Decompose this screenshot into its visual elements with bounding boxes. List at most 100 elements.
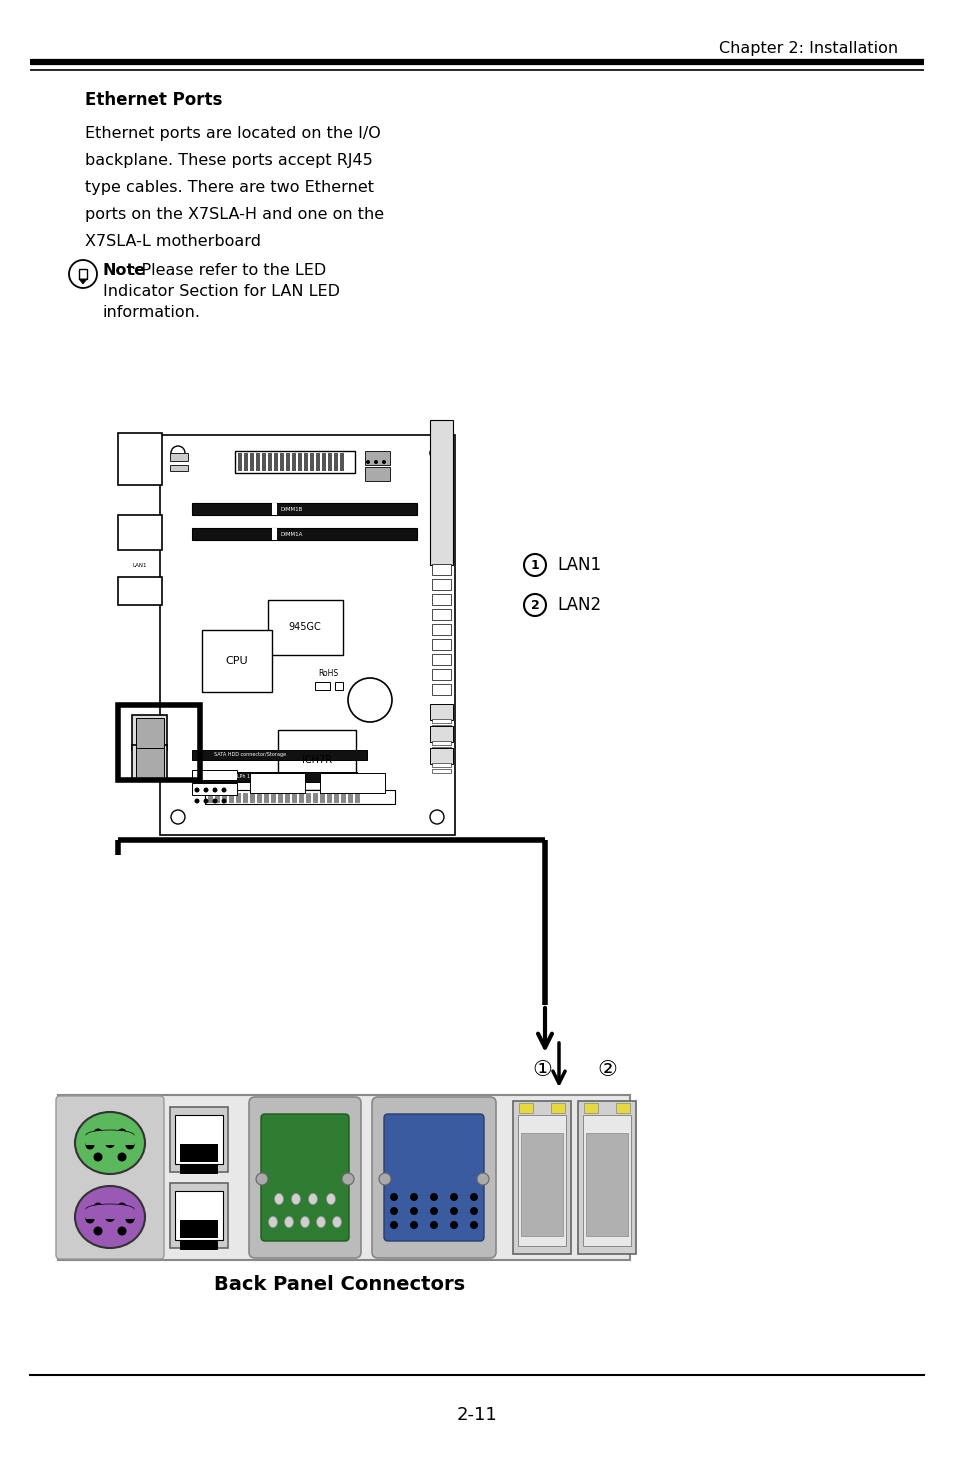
Circle shape xyxy=(523,554,545,576)
Text: information.: information. xyxy=(103,305,201,319)
Circle shape xyxy=(378,1174,391,1185)
Bar xyxy=(616,1104,629,1112)
Circle shape xyxy=(221,799,226,803)
Circle shape xyxy=(203,799,209,803)
Bar xyxy=(180,1163,218,1174)
Bar xyxy=(314,682,330,690)
Bar xyxy=(339,453,344,471)
Text: Note: Note xyxy=(103,262,146,277)
Circle shape xyxy=(213,799,217,803)
Circle shape xyxy=(366,461,370,464)
Bar xyxy=(432,593,451,605)
Bar xyxy=(118,706,200,780)
Ellipse shape xyxy=(308,1194,317,1204)
Text: 945GC: 945GC xyxy=(289,623,321,631)
Text: Ethernet ports are located on the I/O: Ethernet ports are located on the I/O xyxy=(85,125,380,140)
Circle shape xyxy=(410,1207,417,1215)
Bar xyxy=(277,793,283,803)
Circle shape xyxy=(93,1152,102,1162)
Bar xyxy=(432,719,451,723)
Circle shape xyxy=(430,1220,437,1229)
Bar xyxy=(170,1107,228,1172)
Bar xyxy=(235,793,241,803)
Bar xyxy=(136,748,164,779)
Bar xyxy=(280,453,284,471)
Text: Chapter 2: Installation: Chapter 2: Installation xyxy=(719,41,897,55)
Bar xyxy=(136,717,164,748)
Bar xyxy=(310,453,314,471)
Text: DIMM1B: DIMM1B xyxy=(280,506,303,512)
Circle shape xyxy=(117,1226,127,1235)
Circle shape xyxy=(221,787,226,793)
Bar xyxy=(583,1104,598,1112)
Bar xyxy=(365,451,390,465)
Text: Back Panel Connectors: Back Panel Connectors xyxy=(214,1276,465,1295)
Circle shape xyxy=(410,1193,417,1201)
Bar xyxy=(262,453,266,471)
Ellipse shape xyxy=(86,1130,133,1140)
Bar xyxy=(430,726,453,742)
Bar xyxy=(334,453,337,471)
Bar xyxy=(328,453,332,471)
Bar xyxy=(432,624,451,636)
Bar xyxy=(192,749,367,760)
Bar xyxy=(355,793,359,803)
Ellipse shape xyxy=(274,1194,283,1204)
Bar xyxy=(272,528,276,539)
Text: : Please refer to the LED: : Please refer to the LED xyxy=(131,262,326,277)
Circle shape xyxy=(450,1193,457,1201)
Bar xyxy=(292,793,296,803)
Text: ②: ② xyxy=(597,1060,617,1080)
Polygon shape xyxy=(79,278,87,284)
Bar xyxy=(192,783,236,795)
Bar xyxy=(268,601,343,655)
Circle shape xyxy=(390,1207,397,1215)
Bar xyxy=(118,515,162,550)
Bar xyxy=(327,793,332,803)
Bar xyxy=(432,746,451,751)
Circle shape xyxy=(171,446,185,461)
Bar xyxy=(520,1133,562,1236)
Text: SATA LPh 1 Bl: SATA LPh 1 Bl xyxy=(223,774,256,779)
Bar xyxy=(208,793,213,803)
Bar xyxy=(170,465,188,471)
Circle shape xyxy=(117,1203,127,1212)
Bar xyxy=(430,704,453,720)
Text: Ethernet Ports: Ethernet Ports xyxy=(85,90,222,109)
Bar xyxy=(277,730,355,790)
Circle shape xyxy=(86,1215,94,1223)
Text: LAN2: LAN2 xyxy=(557,596,600,614)
Text: LAN1: LAN1 xyxy=(132,563,147,567)
Text: DIMM1A: DIMM1A xyxy=(280,532,303,537)
Bar xyxy=(340,793,346,803)
Bar xyxy=(432,741,451,745)
Text: backplane. These ports accept RJ45: backplane. These ports accept RJ45 xyxy=(85,153,373,168)
Text: 1: 1 xyxy=(530,558,538,572)
Text: ICH7R: ICH7R xyxy=(301,755,332,765)
Bar xyxy=(432,564,451,574)
Circle shape xyxy=(430,1207,437,1215)
Bar xyxy=(174,1115,223,1163)
Text: ①: ① xyxy=(532,1060,552,1080)
FancyBboxPatch shape xyxy=(261,1114,349,1241)
Ellipse shape xyxy=(86,1204,133,1215)
Bar xyxy=(585,1133,627,1236)
Circle shape xyxy=(93,1203,102,1212)
Bar xyxy=(86,1209,133,1219)
Bar xyxy=(170,453,188,461)
Text: X7SLA-L motherboard: X7SLA-L motherboard xyxy=(85,233,261,248)
Bar xyxy=(292,453,295,471)
Circle shape xyxy=(430,446,443,461)
FancyBboxPatch shape xyxy=(56,1096,164,1260)
Bar xyxy=(264,793,269,803)
Circle shape xyxy=(476,1174,489,1185)
Bar xyxy=(180,1145,218,1162)
Ellipse shape xyxy=(333,1216,341,1228)
Bar xyxy=(274,453,277,471)
Bar xyxy=(286,453,290,471)
Circle shape xyxy=(105,1139,115,1147)
Bar xyxy=(160,434,455,835)
Bar xyxy=(174,1191,223,1239)
Circle shape xyxy=(86,1140,94,1149)
Bar xyxy=(255,453,260,471)
